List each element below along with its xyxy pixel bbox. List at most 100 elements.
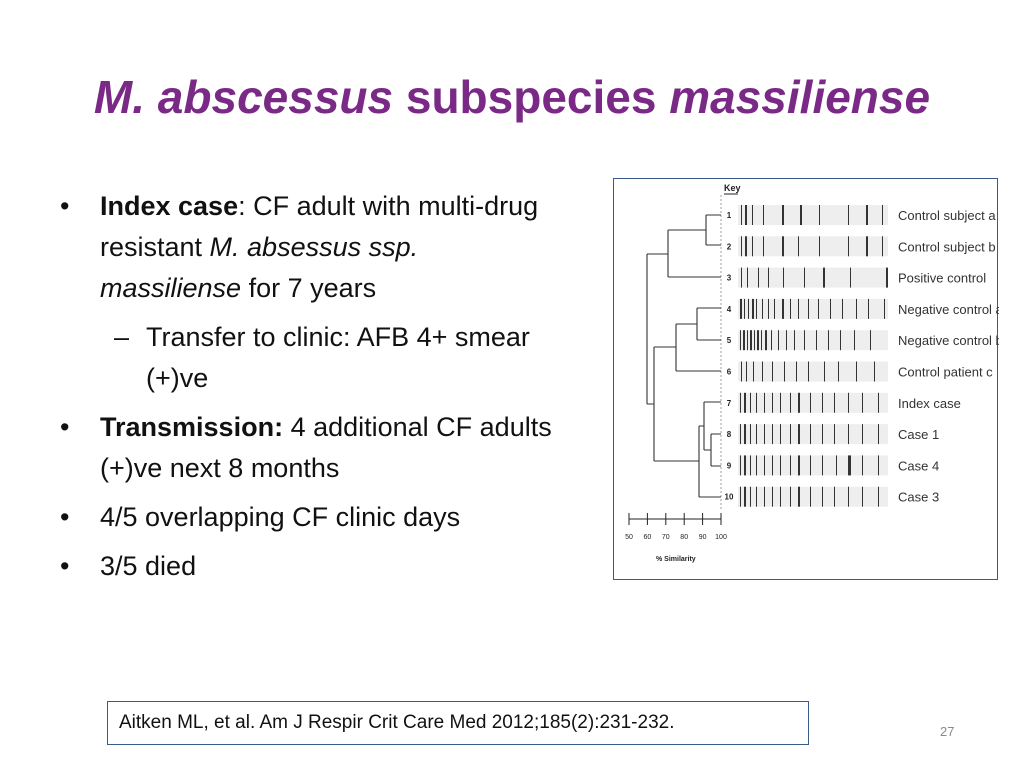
gel-band: [768, 298, 769, 319]
gel-band: [780, 486, 781, 507]
gel-band: [758, 267, 759, 288]
gel-band: [790, 486, 791, 507]
gel-band: [848, 392, 849, 413]
citation-box: Aitken ML, et al. Am J Respir Crit Care …: [107, 701, 809, 745]
gel-band: [862, 455, 863, 476]
gel-band: [780, 392, 781, 413]
gel-lane: [738, 298, 888, 319]
page-number: 27: [940, 724, 955, 739]
gel-band: [747, 330, 748, 351]
gel-row-7: 7 Index case: [727, 392, 961, 413]
gel-lane: [738, 236, 888, 257]
gel-band: [808, 361, 809, 382]
gel-band: [761, 330, 762, 351]
gel-band: [878, 424, 879, 445]
gel-band: [818, 298, 819, 319]
row-number: 2: [727, 242, 732, 251]
gel-band: [794, 330, 795, 351]
row-number: 9: [727, 461, 732, 470]
dendrogram-svg: Key 1 Control subject a 2 Control subject b…: [625, 183, 999, 563]
gel-row-4: 4 Negative control a: [727, 298, 999, 319]
gel-band: [790, 424, 791, 445]
gel-band: [750, 486, 751, 507]
gel-band: [848, 486, 849, 507]
gel-band: [772, 392, 773, 413]
gel-band: [862, 392, 863, 413]
gel-band: [752, 205, 753, 225]
gel-band: [741, 267, 742, 288]
overlapping-text: 4/5 overlapping CF clinic days: [100, 502, 461, 532]
gel-band: [884, 298, 885, 319]
title-genus: M. abscessus: [93, 71, 394, 123]
gel-band: [740, 330, 741, 351]
gel-band: [740, 455, 741, 476]
scale-tick-label: 60: [644, 534, 652, 541]
gel-band: [886, 267, 888, 288]
gel-band: [748, 298, 749, 319]
dendrogram-rows: 1 Control subject a 2 Control subject b 3 Pos…: [725, 205, 999, 507]
gel-band: [744, 298, 745, 319]
gel-band: [866, 205, 868, 225]
gel-band: [854, 330, 855, 351]
bullet-index-case: • Index case: CF adult with multi-drug r…: [58, 186, 558, 309]
gel-band: [838, 361, 839, 382]
gel-band: [740, 298, 742, 319]
row-label: Control subject b: [898, 239, 996, 254]
gel-band: [836, 455, 837, 476]
similarity-scale: 50 60 70 80 90 100 % Similarity: [625, 513, 727, 563]
gel-band: [746, 361, 747, 382]
row-label: Negative control a: [898, 302, 999, 317]
row-label: Case 1: [898, 427, 939, 442]
gel-band: [810, 392, 811, 413]
gel-band: [741, 236, 742, 257]
gel-band: [798, 298, 799, 319]
gel-band: [763, 236, 764, 257]
gel-band: [750, 330, 752, 351]
gel-band: [822, 392, 823, 413]
gel-band: [757, 330, 759, 351]
title-subspecies: massiliense: [669, 71, 931, 123]
scale-tick-label: 90: [699, 534, 707, 541]
gel-band: [842, 298, 843, 319]
gel-band: [764, 424, 765, 445]
gel-band: [790, 392, 791, 413]
gel-band: [772, 455, 773, 476]
transmission-label: Transmission:: [100, 412, 284, 442]
gel-band: [743, 330, 745, 351]
gel-band: [798, 455, 800, 476]
sub-bullet-marker: –: [114, 322, 130, 352]
row-number: 6: [727, 368, 732, 377]
gel-row-6: 6 Control patient c: [727, 361, 993, 382]
gel-band: [810, 424, 811, 445]
gel-band: [762, 361, 763, 382]
gel-row-5: 5 Negative control b: [727, 330, 999, 351]
slide-title: M. abscessus subspecies massiliense: [0, 62, 1024, 132]
bullet-list: • Index case: CF adult with multi-drug r…: [58, 186, 558, 595]
gel-band: [819, 236, 820, 257]
gel-band: [808, 298, 809, 319]
transfer-text: Transfer to clinic: AFB 4+ smear (+)ve: [146, 322, 530, 393]
gel-band: [790, 298, 791, 319]
gel-band: [772, 424, 773, 445]
gel-band: [834, 392, 835, 413]
gel-band: [764, 455, 765, 476]
gel-band: [822, 455, 823, 476]
gel-band: [763, 205, 764, 225]
gel-band: [848, 424, 849, 445]
gel-band: [740, 392, 741, 413]
bullet-died: • 3/5 died: [58, 546, 558, 587]
row-label: Positive control: [898, 271, 986, 286]
branch-1-2: [705, 214, 721, 246]
gel-band: [804, 267, 805, 288]
gel-band: [882, 236, 883, 257]
gel-band: [782, 205, 784, 225]
row-number: 8: [727, 430, 732, 439]
gel-band: [798, 424, 800, 445]
gel-band: [764, 486, 765, 507]
gel-band: [816, 330, 817, 351]
index-case-text2: for 7 years: [241, 273, 377, 303]
gel-band: [772, 486, 773, 507]
bullet-marker: •: [60, 502, 70, 532]
gel-band: [819, 205, 820, 225]
gel-band: [878, 392, 879, 413]
